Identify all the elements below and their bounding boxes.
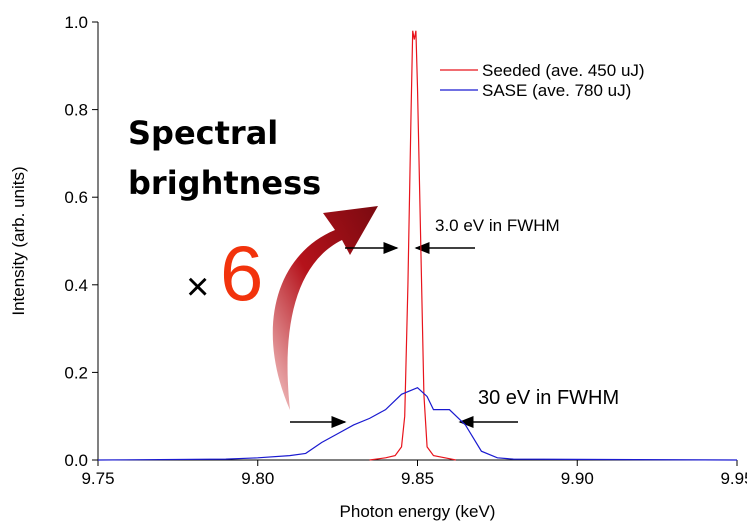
annotation: × (186, 265, 209, 309)
annotation: 6 (220, 229, 263, 317)
y-tick-label: 0.6 (64, 188, 88, 207)
x-tick-label: 9.85 (401, 469, 434, 488)
x-tick-label: 9.90 (561, 469, 594, 488)
x-tick-label: 9.95 (720, 469, 747, 488)
annotation: 30 eV in FWHM (478, 387, 619, 409)
y-tick-label: 1.0 (64, 13, 88, 32)
emphasis-arrow (272, 206, 378, 410)
y-tick-label: 0.2 (64, 363, 88, 382)
y-tick-label: 0.4 (64, 276, 88, 295)
annotation: 3.0 eV in FWHM (435, 216, 560, 235)
series-line (369, 30, 456, 461)
y-tick-label: 0.0 (64, 451, 88, 470)
x-tick-label: 9.80 (241, 469, 274, 488)
annotation: Spectral brightness (128, 114, 322, 202)
legend-label: Seeded (ave. 450 uJ) (482, 61, 645, 80)
x-axis-label: Photon energy (keV) (340, 502, 496, 521)
series-line (97, 387, 738, 461)
y-tick-label: 0.8 (64, 101, 88, 120)
x-tick-label: 9.75 (81, 469, 114, 488)
y-axis-label: Intensity (arb. units) (9, 166, 28, 315)
legend-label: SASE (ave. 780 uJ) (482, 81, 631, 100)
